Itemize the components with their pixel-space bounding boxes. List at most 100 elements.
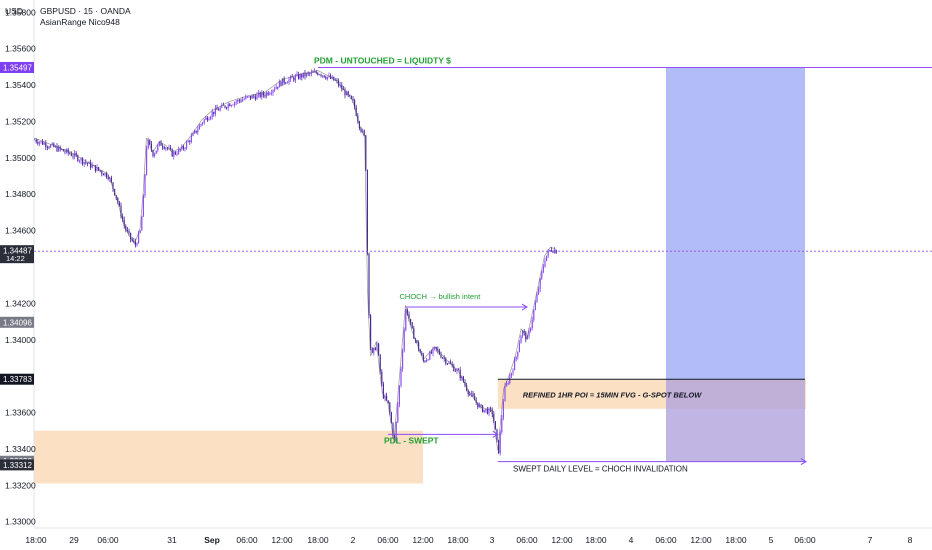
candle-body — [69, 152, 71, 154]
candle-body — [107, 177, 109, 179]
candle-body — [238, 99, 240, 101]
candle-body — [70, 153, 72, 156]
price-tag-5[interactable] — [0, 459, 34, 471]
candle-body — [94, 165, 96, 171]
candle-body — [430, 351, 432, 354]
annotation-4[interactable]: SWEPT DAILY LEVEL = CHOCH INVALIDATION — [513, 465, 688, 474]
candle-body — [206, 117, 208, 121]
annotation-2[interactable]: PDL - SWEPT — [384, 435, 439, 445]
candle-body — [154, 153, 156, 156]
price-tag-3[interactable] — [0, 373, 34, 385]
candle-body — [126, 229, 128, 231]
candle-body — [38, 142, 40, 144]
candle-body — [488, 408, 490, 414]
annotation-1[interactable]: CHOCH → bullish intent — [400, 292, 482, 301]
candle-body — [347, 91, 349, 95]
candle-body — [506, 383, 508, 387]
candle-body — [240, 100, 242, 102]
candle-body — [334, 80, 336, 82]
x-tick-label: 06:00 — [516, 535, 538, 545]
price-tag-label: 1.35497 — [3, 63, 32, 72]
candle-body — [362, 130, 364, 132]
price-tag-label: 1.33783 — [3, 375, 32, 384]
candle-body — [80, 158, 82, 161]
candle-body — [371, 347, 373, 353]
zones-layer — [34, 67, 806, 484]
x-tick-label: Sep — [204, 535, 220, 545]
candle-body — [286, 82, 288, 84]
candle-body — [424, 360, 426, 362]
price-tag-1[interactable] — [0, 245, 34, 264]
candle-body — [354, 100, 356, 108]
candle-body — [363, 130, 365, 136]
candle-body — [136, 243, 138, 246]
candle-body — [176, 154, 178, 155]
candle-body — [550, 250, 552, 252]
candle-body — [477, 402, 479, 408]
position-target-zone[interactable] — [666, 67, 805, 380]
candle-body — [101, 171, 103, 174]
candle-body — [142, 195, 144, 217]
candle-body — [416, 340, 418, 343]
candle-body — [221, 104, 223, 108]
indicator-label[interactable]: AsianRange Nico948 — [40, 17, 120, 27]
candle-body — [539, 278, 541, 290]
price-tag-0[interactable] — [0, 61, 34, 73]
candle-body — [405, 309, 407, 331]
candle-body — [360, 128, 362, 132]
y-tick-label: 1.34000 — [5, 335, 36, 345]
candle-body — [299, 74, 301, 79]
candle-body — [283, 78, 285, 83]
candle-body — [418, 342, 420, 350]
candle-body — [211, 111, 213, 117]
candle-body — [301, 74, 303, 78]
annotation-0[interactable]: PDM - UNTOUCHED = LIQUIDTY $ — [314, 55, 451, 65]
y-tick-label: 1.35000 — [5, 153, 36, 163]
candle-body — [178, 149, 180, 155]
candle-body — [182, 146, 184, 149]
candle-body — [397, 404, 399, 422]
annotation-3[interactable]: REFINED 1HR POI = 15MIN FVG - G-SPOT BEL… — [523, 390, 702, 399]
candle-body — [344, 89, 346, 96]
zone-0[interactable] — [34, 430, 423, 484]
candle-body — [386, 395, 388, 401]
candle-body — [349, 94, 351, 96]
x-axis: 18:00 29 06:00 31 Sep 06:00 12:00 18:00 2 06:00 12… — [25, 527, 932, 545]
candle-body — [152, 150, 154, 156]
price-tag-2[interactable] — [0, 316, 34, 328]
candle-body — [315, 71, 317, 74]
candle-body — [370, 315, 372, 348]
candle-body — [350, 95, 352, 99]
candle-body — [198, 125, 200, 130]
candle-body — [429, 351, 431, 360]
candle-body — [146, 148, 148, 175]
candle-body — [256, 94, 258, 100]
symbol-line[interactable]: GBPUSD · 15 · OANDA — [40, 6, 131, 16]
candle-body — [517, 351, 519, 357]
candle-body — [270, 92, 272, 94]
candle-body — [454, 371, 456, 372]
candle-body — [232, 104, 234, 106]
candle-body — [467, 390, 469, 395]
candle-body — [440, 354, 442, 358]
candle-body — [387, 400, 389, 403]
candle-body — [266, 92, 268, 97]
candle-body — [288, 79, 290, 83]
price-tag-label: 1.34487 — [3, 247, 32, 256]
x-tick-label: 06:00 — [377, 535, 399, 545]
candle-body — [453, 365, 455, 372]
candle-body — [99, 170, 101, 172]
x-tick-label: 18:00 — [307, 535, 329, 545]
candle-body — [546, 255, 548, 261]
candle-body — [352, 98, 354, 101]
candle-body — [448, 362, 450, 364]
candle-body — [325, 77, 327, 79]
position-stop-zone[interactable] — [666, 379, 805, 462]
price-tag-countdown: 14:22 — [6, 254, 25, 263]
candle-body — [261, 92, 263, 97]
candle-body — [419, 349, 421, 353]
currency-label: USD — [5, 6, 23, 16]
candle-body — [542, 266, 544, 272]
candle-body — [302, 72, 304, 78]
